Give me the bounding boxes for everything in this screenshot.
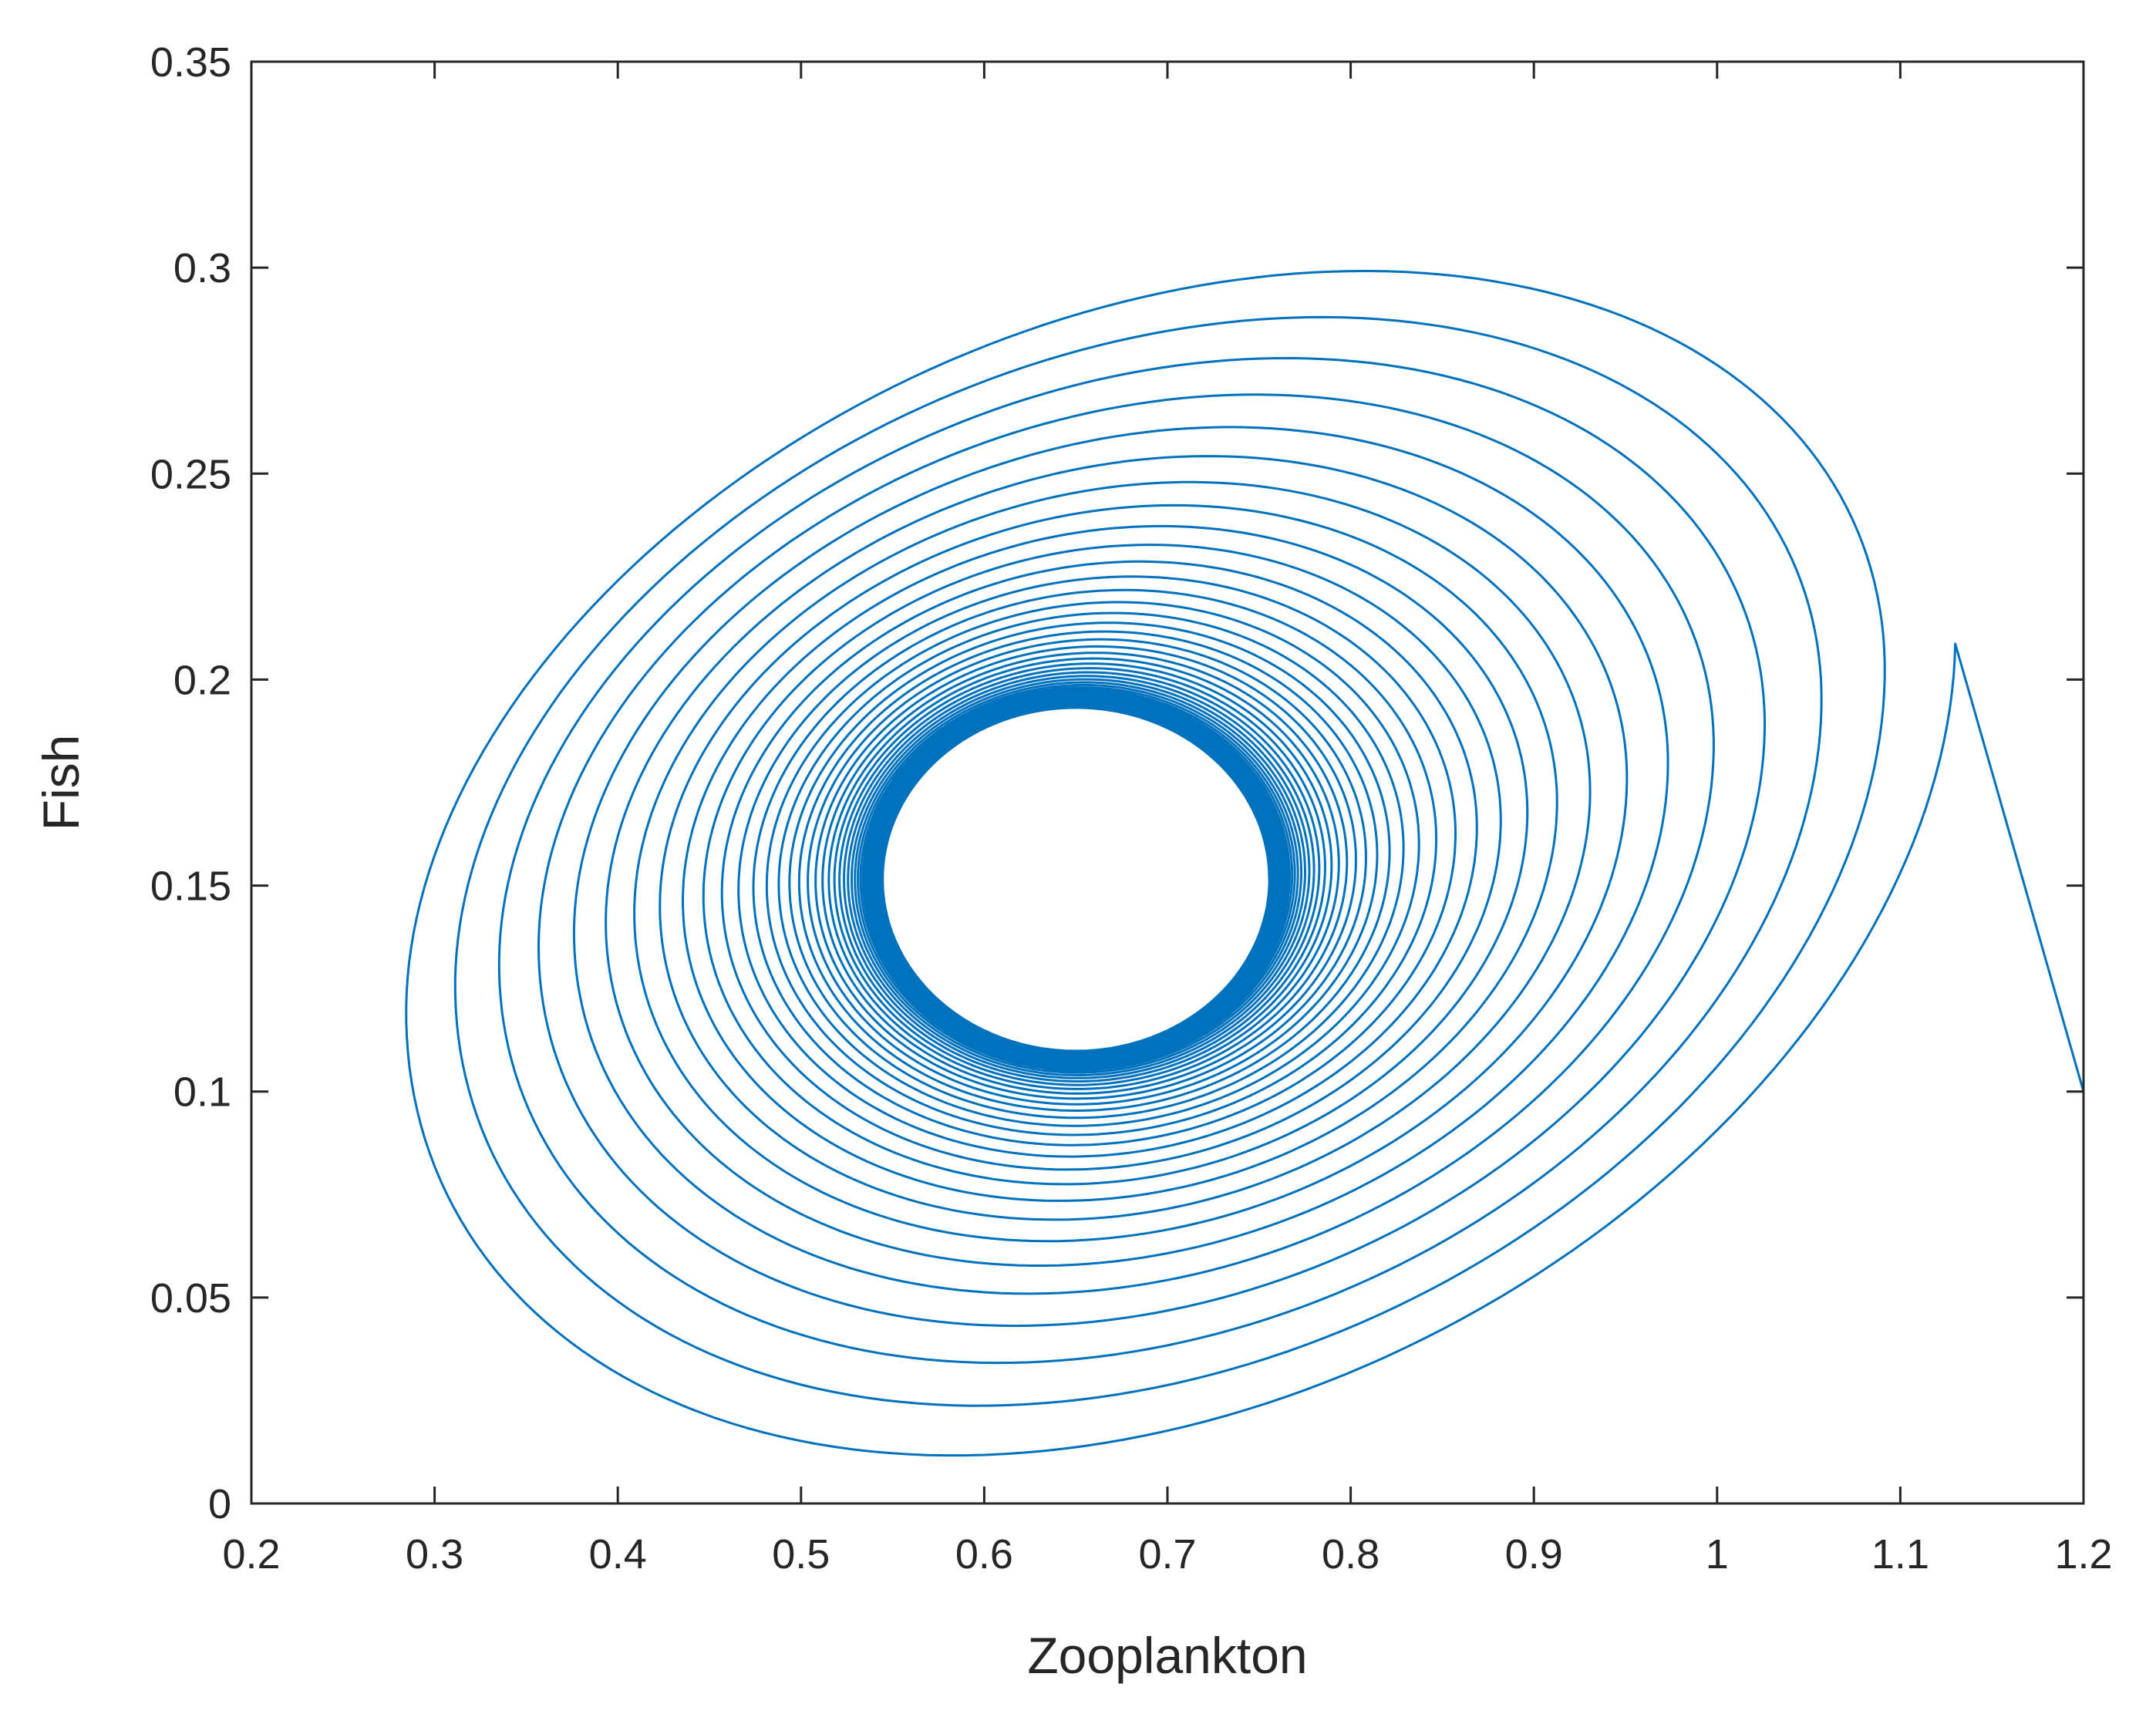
y-tick-label: 0.3: [173, 245, 231, 291]
x-tick-label: 1.2: [2054, 1531, 2112, 1578]
y-tick-label: 0.15: [150, 864, 231, 910]
trajectory-series: [405, 270, 2084, 1457]
x-tick-label: 0.2: [222, 1531, 280, 1578]
y-tick-label: 0.2: [173, 657, 231, 703]
x-axis-label: Zooplankton: [1027, 1627, 1307, 1684]
x-tick-label: 0.5: [772, 1531, 830, 1578]
x-tick-label: 1.1: [1871, 1531, 1929, 1578]
x-tick-label: 0.6: [955, 1531, 1013, 1578]
y-tick-labels: 0 0.05 0.1 0.15 0.2 0.25 0.3 0.35: [150, 39, 231, 1527]
x-tick-label: 0.3: [406, 1531, 463, 1578]
y-tick-label: 0.1: [173, 1069, 231, 1116]
x-tick-label: 0.9: [1505, 1531, 1563, 1578]
y-tick-label: 0.25: [150, 451, 231, 497]
x-tick-labels: 0.2 0.3 0.4 0.5 0.6 0.7 0.8 0.9 1 1.1 1.2: [222, 1531, 2112, 1578]
x-tick-label: 0.4: [589, 1531, 647, 1578]
y-tick-label: 0.05: [150, 1275, 231, 1322]
y-tick-label: 0.35: [150, 39, 231, 86]
y-tick-label: 0: [208, 1481, 231, 1527]
x-tick-label: 0.7: [1138, 1531, 1196, 1578]
y-axis-label: Fish: [32, 735, 89, 831]
axis-ticks: [250, 60, 2085, 1505]
x-tick-label: 1: [1706, 1531, 1729, 1578]
trajectory-line: [405, 270, 2084, 1457]
x-tick-label: 0.8: [1322, 1531, 1380, 1578]
